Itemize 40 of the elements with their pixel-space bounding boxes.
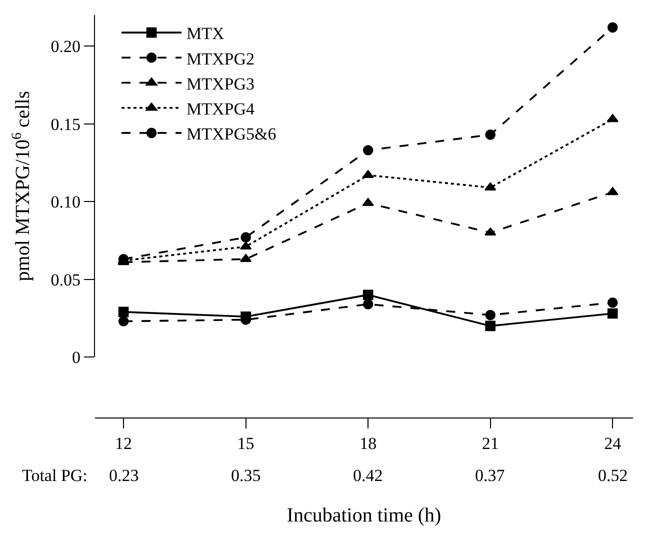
point [606, 114, 618, 122]
legend-label: MTXPG4 [186, 99, 256, 118]
text: 0.52 [598, 466, 628, 485]
x-tick-label: 24 [604, 434, 622, 453]
text: 0.23 [109, 466, 139, 485]
text: 0.35 [231, 466, 261, 485]
legend-label: MTX [186, 24, 224, 44]
point [607, 22, 618, 33]
point [362, 145, 374, 156]
point [606, 187, 618, 196]
point [485, 310, 496, 320]
legend-label: MTXPG5&6 [186, 124, 276, 144]
text: Total PG: [22, 466, 88, 485]
point [362, 299, 374, 310]
legend-label: MTXPG2 [186, 49, 255, 68]
y-tick-label: 0 [72, 348, 80, 367]
point [607, 297, 618, 308]
text: 0.37 [475, 466, 506, 485]
y-tick-label: 0.05 [50, 270, 80, 290]
point [362, 170, 374, 178]
y-tick-label: 0.20 [50, 37, 80, 56]
x-tick-label: 21 [482, 434, 499, 453]
point [362, 198, 374, 206]
y-tick-label: 0.10 [50, 192, 80, 212]
point [240, 232, 251, 242]
x-tick-label: 15 [237, 434, 254, 453]
y-tick-label: 0.15 [50, 114, 80, 134]
x-tick-label: 18 [360, 434, 377, 453]
legend-label: MTXPG3 [186, 74, 255, 94]
point [484, 228, 496, 236]
x-tick-label: 12 [115, 434, 132, 453]
point [118, 306, 129, 318]
point [362, 290, 374, 300]
text: 0.42 [353, 466, 383, 485]
point [485, 320, 496, 332]
point [118, 316, 129, 326]
point [607, 308, 618, 319]
point [484, 182, 496, 190]
x-axis-title: Incubation time (h) [286, 504, 442, 526]
point [485, 130, 496, 140]
